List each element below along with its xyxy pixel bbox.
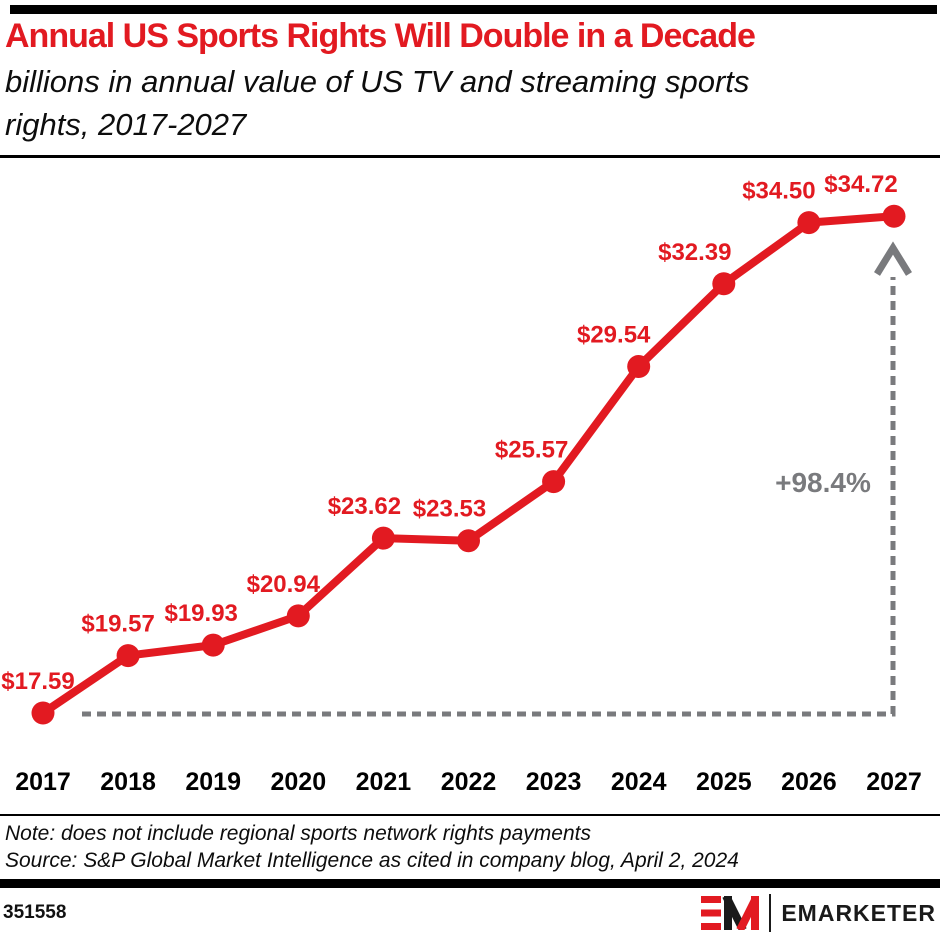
x-axis-label: 2026: [781, 768, 837, 796]
data-point: [116, 644, 140, 668]
data-point-label: $23.53: [413, 496, 486, 523]
x-axis-label: 2019: [185, 768, 241, 796]
data-point-label: $23.62: [328, 493, 401, 520]
data-point-label: $34.72: [824, 171, 897, 198]
chart-bottom-divider: [0, 814, 940, 816]
footnotes: Note: does not include regional sports n…: [5, 820, 935, 874]
source-text: Source: S&P Global Market Intelligence a…: [5, 849, 739, 872]
note-text: Note: does not include regional sports n…: [5, 822, 591, 845]
data-point-label: $34.50: [742, 178, 815, 205]
top-accent-bar: [10, 5, 937, 14]
x-axis-label: 2018: [100, 768, 156, 796]
growth-annotation: +98.4%: [775, 467, 871, 498]
data-line: [39, 212, 898, 717]
footer: 351558 EMARKETER: [0, 888, 940, 938]
chart-subtitle-line1: billions in annual value of US TV and st…: [5, 64, 750, 99]
data-point: [882, 204, 906, 228]
data-point: [457, 529, 480, 553]
data-point-label: $20.94: [247, 571, 321, 598]
emarketer-logo: EMARKETER: [701, 894, 936, 932]
data-point-label: $25.57: [495, 437, 568, 464]
x-axis-label: 2023: [526, 768, 582, 796]
footer-accent-bar: [0, 879, 940, 888]
chart-id: 351558: [3, 902, 67, 923]
data-point-label: $32.39: [658, 239, 731, 266]
data-point-label: $19.57: [81, 611, 154, 638]
chart-subtitle: billions in annual value of US TV and st…: [5, 60, 935, 146]
chart-subtitle-line2: rights, 2017-2027: [5, 107, 247, 142]
data-point-label: $29.54: [577, 321, 651, 348]
x-axis-label: 2017: [15, 768, 71, 796]
header-divider: [0, 155, 940, 158]
data-point: [627, 354, 651, 378]
data-point: [201, 633, 225, 657]
data-point: [286, 604, 310, 628]
data-point: [31, 701, 55, 725]
x-axis-label: 2027: [866, 768, 922, 796]
chart-title: Annual US Sports Rights Will Double in a…: [5, 17, 756, 55]
x-axis-label: 2025: [696, 768, 752, 796]
emarketer-monogram-icon: [701, 896, 760, 930]
data-point: [371, 526, 395, 550]
x-axis-label: 2022: [441, 768, 497, 796]
logo-divider: [769, 894, 772, 932]
x-axis-label: 2024: [611, 768, 667, 796]
data-point: [542, 470, 566, 494]
line-chart: +98.4% $17.59 $19.57 $19.93 $20.94 $23.62 $23.…: [1, 171, 922, 796]
data-point-label: $19.93: [164, 600, 237, 627]
x-axis-label: 2021: [356, 768, 412, 796]
data-point: [797, 211, 821, 235]
data-point: [712, 272, 736, 296]
x-axis-label: 2020: [270, 768, 326, 796]
brand-name: EMARKETER: [781, 899, 936, 926]
data-point-label: $17.59: [1, 668, 74, 695]
